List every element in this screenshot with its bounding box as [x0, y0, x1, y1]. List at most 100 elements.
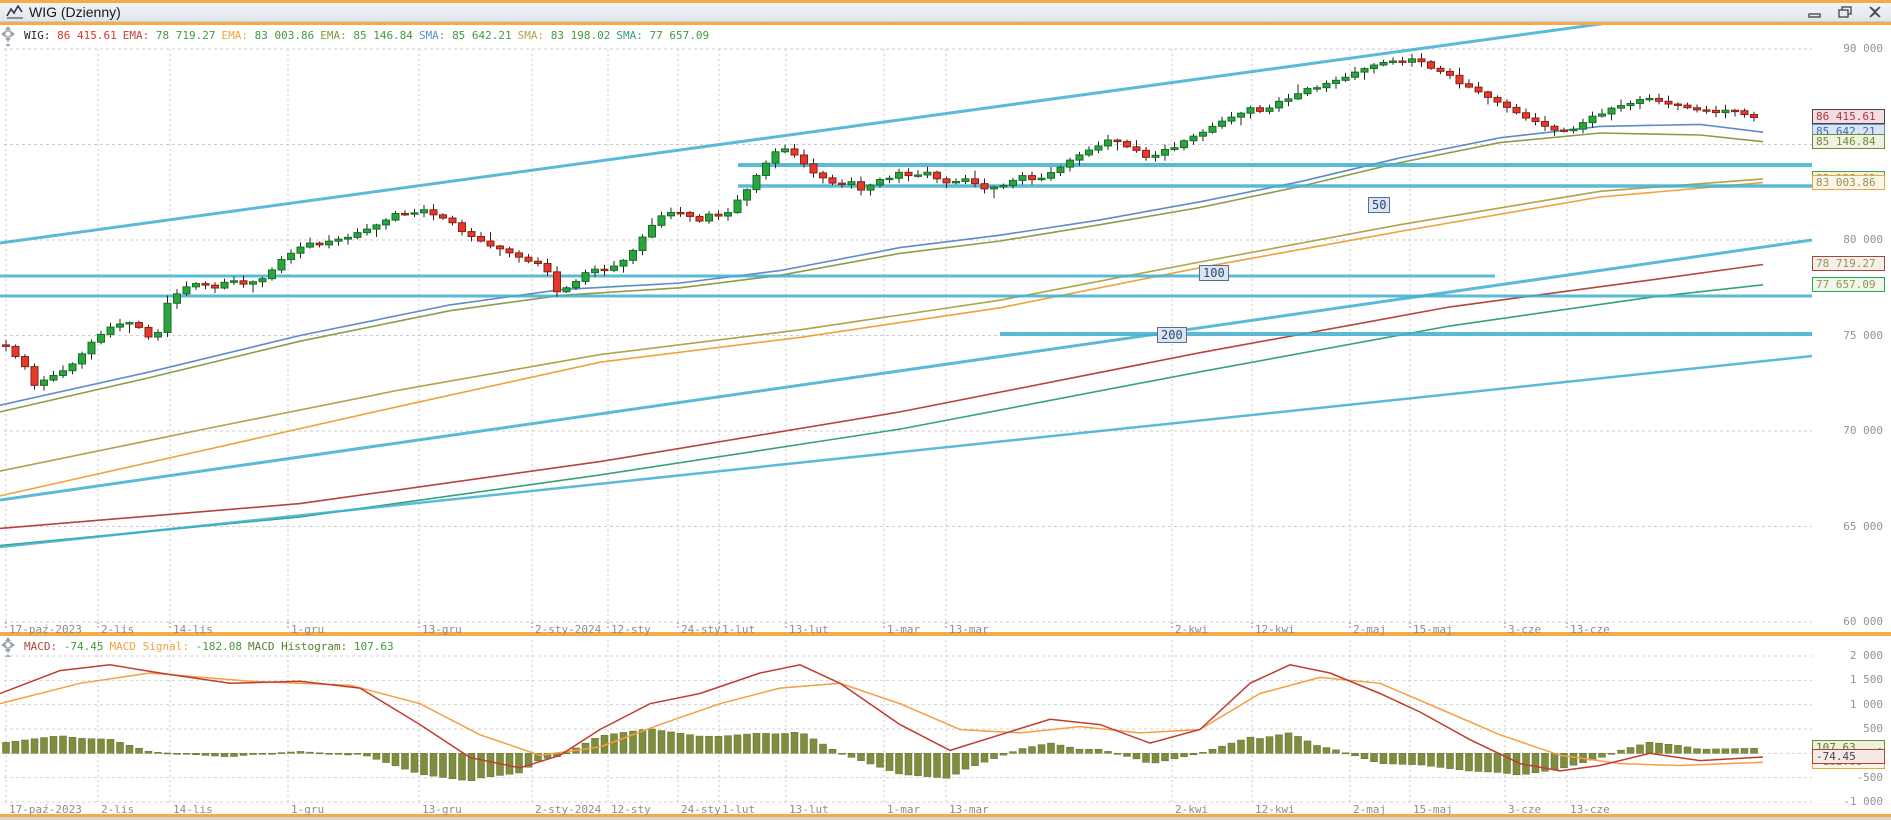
macd-histogram-bar [990, 753, 998, 759]
x-axis-label: 12-kwi [1255, 803, 1295, 816]
candle [391, 210, 400, 222]
candle [448, 215, 457, 226]
macd-histogram-bar [258, 753, 267, 755]
macd-axis-label: -500 [1856, 770, 1884, 784]
legend-value: 86 415.61 [57, 29, 117, 42]
trend-line[interactable] [0, 25, 1812, 245]
candle [790, 144, 799, 158]
candle [1417, 53, 1426, 68]
macd-histogram-bar [638, 729, 647, 754]
macd-histogram-bar [524, 753, 533, 768]
pane-grip-icon[interactable] [0, 636, 17, 658]
legend-label: MACD Signal: [109, 640, 196, 653]
macd-histogram-bar [971, 753, 979, 766]
candle [1018, 172, 1027, 185]
candle [667, 207, 675, 220]
price-pane[interactable]: WIG: 86 415.61 EMA: 78 719.27 EMA: 83 003.… [0, 25, 1891, 636]
x-axis-label: 1-lut [722, 803, 756, 816]
candle [106, 322, 115, 338]
candle [1655, 93, 1663, 105]
macd-histogram-bar [961, 753, 970, 770]
macd-histogram-bar [59, 735, 67, 754]
legend-value: -182.08 [195, 640, 242, 653]
macd-histogram-bar [2, 742, 10, 754]
candle [572, 279, 580, 291]
candle [1047, 166, 1055, 181]
candle [1322, 80, 1331, 93]
macd-histogram-bar [762, 733, 770, 754]
macd-histogram-bar [629, 730, 637, 754]
macd-histogram-bar [743, 733, 751, 754]
candle [30, 363, 39, 390]
candle [1522, 108, 1530, 121]
window-title: WIG (Dzienny) [29, 4, 121, 20]
macd-histogram-bar [980, 753, 989, 763]
candle [1398, 56, 1407, 66]
ma-period-label[interactable]: 200 [1157, 327, 1187, 343]
candle [1123, 139, 1131, 149]
macd-histogram-bar [287, 751, 295, 754]
price-value-box: 86 415.61 [1812, 109, 1885, 125]
candle [173, 289, 181, 309]
close-button[interactable] [1867, 5, 1883, 19]
macd-histogram-bar [1199, 752, 1207, 754]
macd-histogram-bar [1170, 753, 1179, 760]
legend-label: SMA: [418, 29, 453, 42]
x-axis-label: 14-lis [173, 803, 213, 816]
trend-line[interactable] [0, 354, 1813, 549]
macd-histogram-bar [448, 753, 457, 779]
candle [1170, 142, 1179, 152]
macd-histogram-bar [1550, 753, 1559, 771]
candle [1208, 122, 1217, 134]
macd-histogram-bar [534, 753, 542, 762]
macd-histogram-bar [1655, 742, 1663, 754]
macd-histogram-bar [315, 752, 324, 755]
x-axis-label: 1-mar [887, 803, 921, 816]
macd-histogram-bar [249, 753, 257, 755]
candle [1389, 57, 1397, 65]
candle [904, 168, 913, 182]
ma-period-label[interactable]: 100 [1199, 265, 1229, 281]
macd-chart-canvas[interactable] [0, 636, 1891, 814]
macd-pane[interactable]: MACD: -74.45 MACD Signal: -182.08 MACD His… [0, 636, 1891, 816]
trend-line[interactable] [0, 238, 1813, 502]
candle [135, 320, 143, 329]
macd-histogram-bar [334, 753, 343, 755]
pane-divider[interactable] [0, 632, 1891, 636]
macd-histogram-bar [1094, 749, 1103, 754]
candle [733, 194, 742, 214]
x-axis-label: 1-gru [291, 623, 325, 636]
macd-histogram-bar [1560, 753, 1568, 769]
macd-histogram-bar [828, 749, 837, 754]
macd-histogram-bar [714, 736, 723, 754]
ma-period-label[interactable]: 50 [1368, 197, 1391, 213]
macd-histogram-bar [1265, 736, 1274, 754]
macd-histogram-bar [866, 753, 875, 765]
candle [1037, 173, 1046, 182]
candle [1598, 108, 1606, 118]
macd-histogram-bar [1626, 747, 1635, 754]
pane-grip-icon[interactable] [0, 25, 17, 47]
candle [1028, 171, 1036, 185]
x-axis-label: 13-mar [949, 803, 989, 816]
macd-histogram-bar [819, 743, 827, 754]
x-axis-label: 24-sty [681, 623, 721, 636]
macd-histogram-bar [1379, 753, 1388, 764]
price-chart-canvas[interactable] [0, 25, 1891, 632]
candle [610, 260, 618, 273]
macd-histogram-bar [1446, 753, 1454, 769]
restore-button[interactable] [1837, 5, 1853, 19]
minimize-button[interactable] [1807, 5, 1823, 19]
macd-histogram-bar [429, 753, 438, 777]
candle [619, 259, 628, 273]
candle [743, 188, 751, 207]
x-axis-label: 12-kwi [1255, 623, 1295, 636]
macd-axis-label: 1 500 [1849, 673, 1883, 687]
legend-label: EMA: [320, 29, 354, 42]
candle [1085, 146, 1093, 157]
macd-histogram-bar [467, 753, 476, 781]
candle [477, 232, 485, 243]
candle [1094, 141, 1103, 154]
macd-signal-line [0, 672, 1764, 767]
legend-label: SMA: [517, 29, 551, 42]
